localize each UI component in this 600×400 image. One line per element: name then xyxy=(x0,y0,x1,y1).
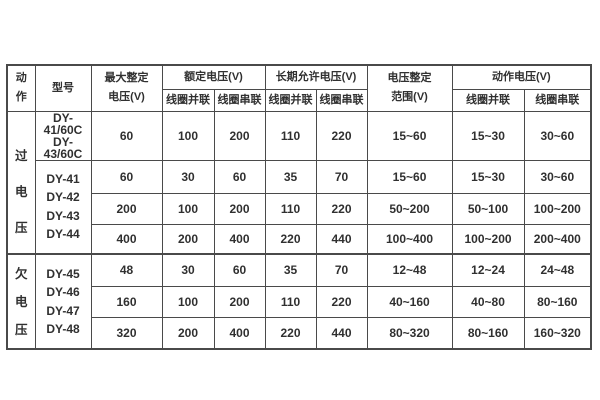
header-action: 动 作 xyxy=(6,64,36,112)
subheader-longterm-coil-parallel: 线圈并联 xyxy=(264,88,317,112)
header-row-1: 动 作 型号 最大整定 电压(V) 额定电压(V) 长期允许电压(V) 电压整定… xyxy=(6,64,592,112)
longterm-series-cell: 70 xyxy=(315,253,368,287)
section-undervoltage-label: 欠 电 压 xyxy=(6,253,36,350)
max-setting-cell: 320 xyxy=(90,316,163,350)
rated-parallel-cell: 100 xyxy=(161,110,215,161)
longterm-parallel-cell: 220 xyxy=(264,223,317,255)
range-cell: 15~60 xyxy=(366,159,453,194)
table-row: 200 100 200 110 220 50~200 50~100 100~20… xyxy=(7,192,592,225)
header-setting-range: 电压整定 范围(V) xyxy=(366,64,453,112)
operate-parallel-cell: 80~160 xyxy=(451,316,525,350)
relay-spec-table: 动 作 型号 最大整定 电压(V) 额定电压(V) 长期允许电压(V) 电压整定… xyxy=(6,64,593,350)
operate-parallel-cell: 12~24 xyxy=(451,253,525,287)
operate-parallel-cell: 15~30 xyxy=(451,110,525,161)
rated-parallel-cell: 30 xyxy=(161,159,215,194)
operate-series-cell: 30~60 xyxy=(523,110,592,161)
operate-series-cell: 160~320 xyxy=(523,316,592,350)
operate-parallel-cell: 15~30 xyxy=(451,159,525,194)
operate-parallel-cell: 100~200 xyxy=(451,223,525,255)
model-cell: DY-41 DY-42 DY-43 DY-44 xyxy=(34,159,92,255)
longterm-parallel-cell: 220 xyxy=(264,316,317,350)
header-rated-voltage: 额定电压(V) xyxy=(161,64,266,90)
model-cell: DY-45 DY-46 DY-47 DY-48 xyxy=(34,253,92,350)
table-row: 欠 电 压 DY-45 DY-46 DY-47 DY-48 48 30 60 3… xyxy=(6,253,592,350)
table-row: 过 电 压 DY-41/60C DY-43/60C 60 100 200 110… xyxy=(6,110,592,255)
section-undervoltage-text: 欠 电 压 xyxy=(14,266,28,337)
max-setting-cell: 48 xyxy=(90,253,163,287)
longterm-series-cell: 220 xyxy=(315,192,368,225)
longterm-parallel-cell: 110 xyxy=(264,285,317,318)
max-setting-cell: 60 xyxy=(90,110,163,161)
operate-series-cell: 200~400 xyxy=(523,223,592,255)
table-row: 160 100 200 110 220 40~160 40~80 80~160 xyxy=(7,285,592,318)
max-setting-cell: 200 xyxy=(90,192,163,225)
range-cell: 50~200 xyxy=(366,192,453,225)
range-cell: 15~60 xyxy=(366,110,453,161)
rated-parallel-cell: 200 xyxy=(161,223,215,255)
header-max-setting-voltage: 最大整定 电压(V) xyxy=(90,64,163,112)
rated-parallel-cell: 30 xyxy=(161,253,215,287)
operate-series-cell: 100~200 xyxy=(523,192,592,225)
longterm-series-cell: 220 xyxy=(315,285,368,318)
section-overvoltage-label: 过 电 压 xyxy=(6,110,36,255)
longterm-series-cell: 440 xyxy=(315,316,368,350)
operate-series-cell: 30~60 xyxy=(523,159,592,194)
header-operate-voltage: 动作电压(V) xyxy=(451,64,592,90)
rated-series-cell: 60 xyxy=(213,159,266,194)
subheader-operate-coil-series: 线圈串联 xyxy=(523,88,592,112)
header-longterm-voltage: 长期允许电压(V) xyxy=(264,64,368,90)
max-setting-cell: 400 xyxy=(90,223,163,255)
rated-series-cell: 60 xyxy=(213,253,266,287)
longterm-parallel-cell: 110 xyxy=(264,110,317,161)
table-row: DY-41 DY-42 DY-43 DY-44 60 30 60 35 70 1… xyxy=(7,159,592,255)
rated-series-cell: 200 xyxy=(213,285,266,318)
longterm-series-cell: 440 xyxy=(315,223,368,255)
max-setting-cell: 60 xyxy=(90,159,163,194)
rated-series-cell: 400 xyxy=(213,223,266,255)
table-row: 400 200 400 220 440 100~400 100~200 200~… xyxy=(7,223,592,255)
range-cell: 40~160 xyxy=(366,285,453,318)
max-setting-cell: 160 xyxy=(90,285,163,318)
rated-parallel-cell: 100 xyxy=(161,285,215,318)
rated-series-cell: 200 xyxy=(213,110,266,161)
rated-parallel-cell: 200 xyxy=(161,316,215,350)
longterm-parallel-cell: 35 xyxy=(264,159,317,194)
range-cell: 100~400 xyxy=(366,223,453,255)
longterm-parallel-cell: 35 xyxy=(264,253,317,287)
rated-parallel-cell: 100 xyxy=(161,192,215,225)
longterm-parallel-cell: 110 xyxy=(264,192,317,225)
header-model: 型号 xyxy=(34,64,92,112)
rated-series-cell: 200 xyxy=(213,192,266,225)
range-cell: 80~320 xyxy=(366,316,453,350)
operate-parallel-cell: 50~100 xyxy=(451,192,525,225)
subheader-operate-coil-parallel: 线圈并联 xyxy=(451,88,525,112)
relay-spec-table-wrap: 动 作 型号 最大整定 电压(V) 额定电压(V) 长期允许电压(V) 电压整定… xyxy=(6,64,593,350)
subheader-rated-coil-series: 线圈串联 xyxy=(213,88,266,112)
section-overvoltage-text: 过 电 压 xyxy=(14,149,28,236)
model-cell: DY-41/60C DY-43/60C xyxy=(34,110,92,161)
operate-parallel-cell: 40~80 xyxy=(451,285,525,318)
operate-series-cell: 80~160 xyxy=(523,285,592,318)
table-row: 320 200 400 220 440 80~320 80~160 160~32… xyxy=(7,316,592,350)
header-row-2: 线圈并联 线圈串联 线圈并联 线圈串联 线圈并联 线圈串联 xyxy=(7,88,592,112)
longterm-series-cell: 220 xyxy=(315,110,368,161)
subheader-rated-coil-parallel: 线圈并联 xyxy=(161,88,215,112)
longterm-series-cell: 70 xyxy=(315,159,368,194)
subheader-longterm-coil-series: 线圈串联 xyxy=(315,88,368,112)
operate-series-cell: 24~48 xyxy=(523,253,592,287)
range-cell: 12~48 xyxy=(366,253,453,287)
rated-series-cell: 400 xyxy=(213,316,266,350)
